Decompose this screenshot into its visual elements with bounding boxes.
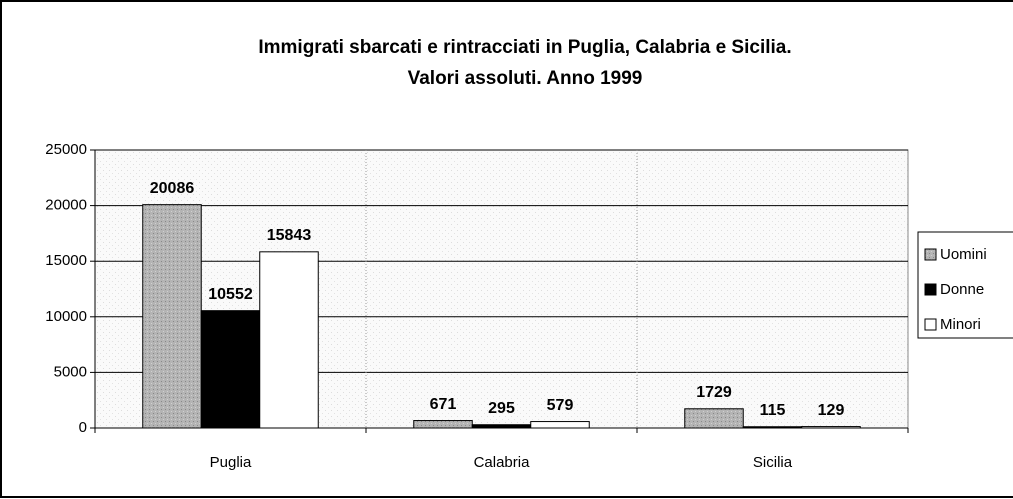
legend-label: Minori <box>940 316 981 333</box>
bar <box>142 204 202 429</box>
legend-swatch <box>924 283 937 296</box>
chart-title: Immigrati sbarcati e rintracciati in Pug… <box>258 37 791 58</box>
y-tick-label: 5000 <box>54 363 87 380</box>
legend-label: Donne <box>940 281 984 298</box>
x-tick-label: Puglia <box>210 454 252 471</box>
y-tick-label: 25000 <box>45 141 87 158</box>
bar <box>259 251 319 429</box>
data-label: 15843 <box>267 227 312 244</box>
data-label: 10552 <box>208 286 253 303</box>
x-tick-label: Sicilia <box>753 454 793 471</box>
data-label: 579 <box>547 397 574 414</box>
data-label: 129 <box>818 402 845 419</box>
data-label: 20086 <box>150 180 195 197</box>
y-tick-label: 20000 <box>45 197 87 214</box>
legend-label: Uomini <box>940 246 987 263</box>
legend-swatch <box>924 248 937 261</box>
bar <box>684 408 744 429</box>
y-tick-label: 10000 <box>45 308 87 325</box>
y-tick-label: 15000 <box>45 252 87 269</box>
legend-swatch <box>924 318 937 331</box>
chart-title: Valori assoluti. Anno 1999 <box>408 68 643 89</box>
bar <box>200 310 261 429</box>
bar <box>530 421 590 429</box>
data-label: 295 <box>488 400 515 417</box>
bar <box>413 420 473 429</box>
data-label: 671 <box>430 396 457 413</box>
x-tick-label: Calabria <box>474 454 531 471</box>
data-label: 1729 <box>696 384 732 401</box>
data-label: 115 <box>760 402 786 419</box>
y-tick-label: 0 <box>79 419 87 436</box>
